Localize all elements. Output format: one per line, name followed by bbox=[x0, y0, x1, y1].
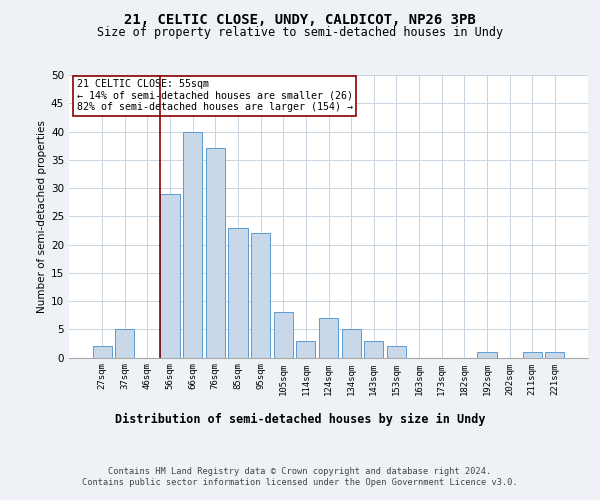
Bar bbox=[183, 132, 202, 358]
Text: 21, CELTIC CLOSE, UNDY, CALDICOT, NP26 3PB: 21, CELTIC CLOSE, UNDY, CALDICOT, NP26 3… bbox=[124, 12, 476, 26]
Text: Size of property relative to semi-detached houses in Undy: Size of property relative to semi-detach… bbox=[97, 26, 503, 39]
Bar bbox=[92, 346, 112, 358]
Bar bbox=[523, 352, 542, 358]
Text: Contains HM Land Registry data © Crown copyright and database right 2024.
Contai: Contains HM Land Registry data © Crown c… bbox=[82, 468, 518, 487]
Bar bbox=[206, 148, 225, 358]
Bar bbox=[387, 346, 406, 358]
Bar bbox=[319, 318, 338, 358]
Bar bbox=[274, 312, 293, 358]
Text: Distribution of semi-detached houses by size in Undy: Distribution of semi-detached houses by … bbox=[115, 412, 485, 426]
Bar bbox=[364, 340, 383, 357]
Bar bbox=[251, 233, 270, 358]
Bar bbox=[160, 194, 180, 358]
Bar bbox=[477, 352, 497, 358]
Bar bbox=[341, 329, 361, 358]
Text: 21 CELTIC CLOSE: 55sqm
← 14% of semi-detached houses are smaller (26)
82% of sem: 21 CELTIC CLOSE: 55sqm ← 14% of semi-det… bbox=[77, 79, 353, 112]
Bar bbox=[296, 340, 316, 357]
Bar bbox=[545, 352, 565, 358]
Y-axis label: Number of semi-detached properties: Number of semi-detached properties bbox=[37, 120, 47, 312]
Bar bbox=[115, 329, 134, 358]
Bar bbox=[229, 228, 248, 358]
